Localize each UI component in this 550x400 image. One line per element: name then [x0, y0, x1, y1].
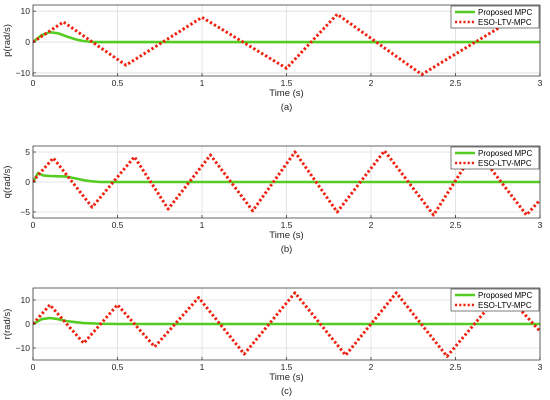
y-tick-label: 10 [21, 295, 31, 305]
y-tick-label: 0 [25, 37, 30, 47]
x-tick-label: 0 [31, 362, 36, 372]
x-tick-label: 1.5 [281, 220, 293, 230]
x-axis-label: Time (s) [269, 230, 303, 241]
y-tick-label: 10 [21, 6, 31, 16]
x-tick-label: 2 [369, 78, 374, 88]
y-tick-label: −5 [20, 207, 30, 217]
x-tick-label: 1 [200, 362, 205, 372]
x-tick-label: 0.5 [112, 362, 124, 372]
x-tick-label: 3 [538, 362, 543, 372]
y-tick-label: 0 [25, 319, 30, 329]
x-tick-label: 0 [31, 78, 36, 88]
y-tick-label: 0 [25, 177, 30, 187]
x-tick-label: 1 [200, 220, 205, 230]
y-axis-label: q(rad/s) [2, 166, 13, 199]
x-axis-label: Time (s) [269, 88, 303, 99]
series-line-proposed-mpc [33, 171, 540, 184]
x-tick-label: 0 [31, 220, 36, 230]
y-tick-label: −10 [16, 343, 31, 353]
panel-caption: (a) [281, 102, 293, 113]
panel-caption: (b) [281, 244, 293, 255]
x-tick-label: 2.5 [450, 362, 462, 372]
legend-label: Proposed MPC [478, 291, 532, 300]
x-tick-label: 2.5 [450, 220, 462, 230]
x-tick-label: 2 [369, 220, 374, 230]
x-tick-label: 0.5 [112, 220, 124, 230]
x-tick-label: 3 [538, 78, 543, 88]
x-tick-label: 0.5 [112, 78, 124, 88]
series-line-eso-ltv-mpc [33, 147, 540, 217]
x-axis-label: Time (s) [269, 372, 303, 383]
series-line-eso-ltv-mpc [33, 6, 540, 76]
x-tick-label: 3 [538, 220, 543, 230]
series-line-proposed-mpc [33, 316, 540, 326]
y-tick-label: 5 [25, 147, 30, 157]
y-axis-label: p(rad/s) [2, 24, 13, 57]
x-tick-label: 1.5 [281, 78, 293, 88]
legend-label: ESO-LTV-MPC [478, 301, 532, 310]
y-tick-label: −10 [16, 68, 31, 78]
y-axis-label: r(rad/s) [2, 309, 13, 340]
x-tick-label: 2.5 [450, 78, 462, 88]
legend-label: ESO-LTV-MPC [478, 18, 532, 27]
x-tick-label: 2 [369, 362, 374, 372]
x-tick-label: 1.5 [281, 362, 293, 372]
series-line-eso-ltv-mpc [33, 288, 540, 358]
legend-label: ESO-LTV-MPC [478, 159, 532, 168]
legend-label: Proposed MPC [478, 149, 532, 158]
legend-label: Proposed MPC [478, 8, 532, 17]
panel-caption: (c) [281, 386, 292, 397]
x-tick-label: 1 [200, 78, 205, 88]
